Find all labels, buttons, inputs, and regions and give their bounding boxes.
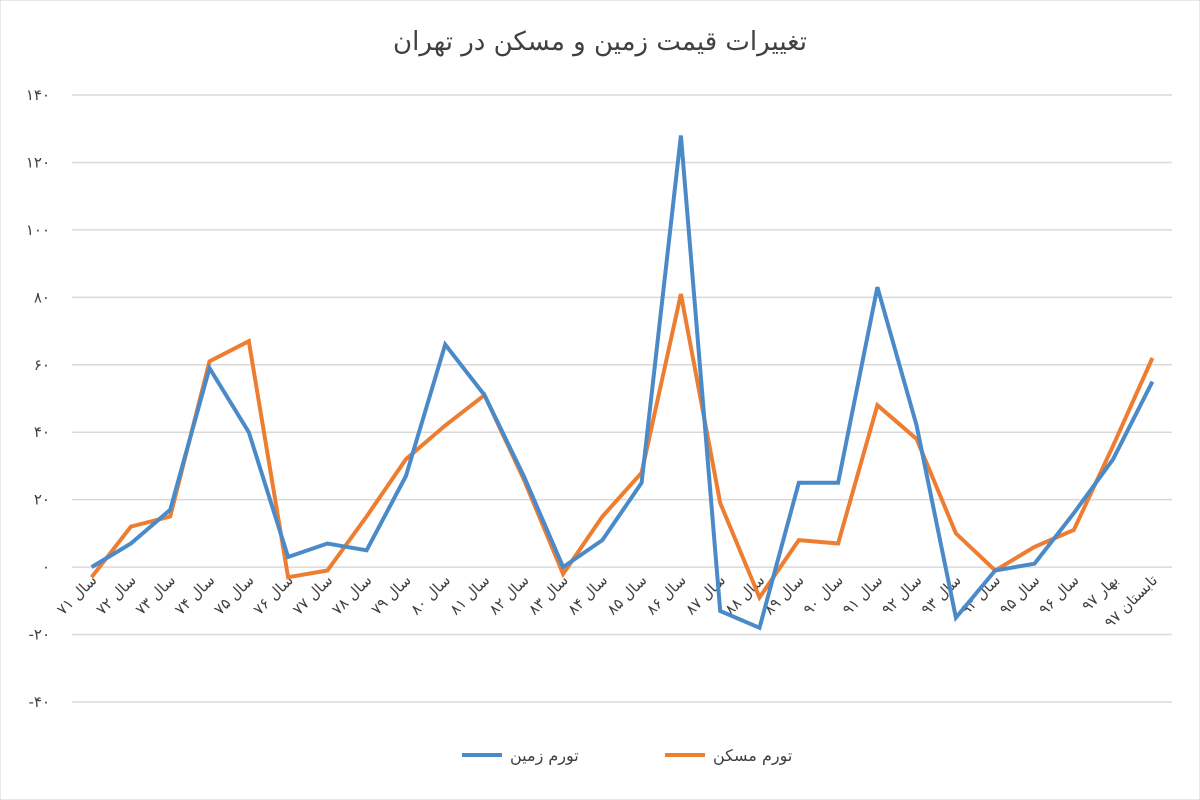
- series-line: [90, 135, 1155, 631]
- y-tick-label: ۱۴۰: [26, 86, 50, 104]
- y-tick-label: -۴۰: [28, 693, 50, 711]
- y-tick-label: ۱۲۰: [26, 153, 50, 171]
- legend-label: تورم مسکن: [713, 746, 792, 766]
- y-tick-label: ۲۰: [34, 491, 50, 509]
- legend-label: تورم زمین: [510, 746, 579, 766]
- y-tick-label: ۱۰۰: [26, 221, 50, 239]
- y-tick-label: -۲۰: [28, 626, 50, 644]
- y-tick-label: ۰: [42, 558, 50, 576]
- series-line: [90, 293, 1155, 602]
- chart-title: تغییرات قیمت زمین و مسکن در تهران: [393, 27, 807, 57]
- y-tick-label: ۴۰: [34, 423, 50, 441]
- y-tick-label: ۶۰: [34, 356, 50, 374]
- y-tick-label: ۸۰: [34, 288, 50, 306]
